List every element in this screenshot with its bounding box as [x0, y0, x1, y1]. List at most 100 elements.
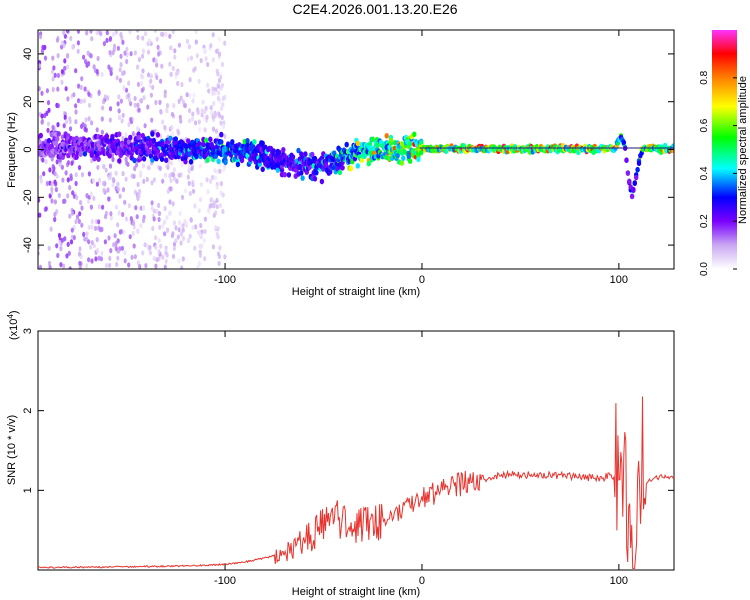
spectrogram-noise-cell	[180, 82, 184, 88]
spectrogram-noise-cell	[117, 108, 121, 114]
spectrogram-noise-cell	[193, 203, 197, 209]
spectrogram-noise-cell	[132, 243, 136, 249]
spectrogram-signal-cell	[384, 133, 389, 139]
spectrogram-noise-cell	[136, 64, 140, 70]
spectrogram-signal-cell	[250, 143, 256, 150]
spectrogram-signal-cell	[46, 137, 52, 144]
spectrogram-noise-cell	[140, 74, 144, 80]
spectrogram-noise-cell	[77, 251, 82, 257]
spectrogram-noise-cell	[50, 198, 54, 204]
spectrogram-noise-cell	[92, 178, 96, 184]
spectrogram-noise-cell	[192, 67, 196, 73]
spectrogram-noise-cell	[108, 49, 112, 56]
spectrogram-noise-cell	[143, 123, 147, 129]
spectrogram-noise-cell	[174, 225, 178, 231]
spectrogram-noise-cell	[95, 127, 99, 133]
spectrogram-noise-cell	[219, 105, 224, 111]
spectrogram-x-tick-label: 0	[419, 274, 425, 286]
spectrogram-noise-cell	[182, 235, 186, 242]
spectrogram-noise-cell	[38, 63, 42, 69]
spectrogram-signal-cell	[168, 135, 173, 142]
spectrogram-noise-cell	[46, 127, 50, 133]
spectrogram-signal-cell	[401, 155, 406, 161]
spectrogram-noise-cell	[160, 31, 164, 37]
spectrogram-y-axis-label: Frequency (Hz)	[6, 112, 18, 188]
spectrogram-noise-cell	[200, 108, 204, 114]
spectrogram-noise-cell	[193, 245, 197, 251]
spectrogram-noise-cell	[108, 36, 113, 42]
spectrogram-noise-cell	[86, 50, 90, 56]
spectrogram-noise-cell	[106, 95, 110, 101]
snr-y-tick-label: 1	[22, 487, 34, 493]
spectrogram-noise-cell	[82, 54, 86, 60]
spectrogram-noise-cell	[56, 53, 60, 59]
spectrogram-noise-cell	[38, 212, 42, 218]
spectrogram-noise-cell	[68, 116, 72, 122]
spectrogram-noise-cell	[191, 98, 195, 104]
spectrogram-noise-cell	[136, 181, 140, 188]
spectrogram-noise-cell	[190, 165, 194, 172]
spectrogram-signal-cell	[159, 156, 165, 162]
spectrogram-noise-cell	[53, 211, 57, 218]
spectrogram-noise-cell	[77, 83, 81, 89]
spectrogram-signal-cell	[412, 131, 417, 138]
spectrogram-noise-cell	[141, 68, 145, 74]
spectrogram-noise-cell	[175, 70, 179, 76]
spectrogram-noise-cell	[192, 92, 196, 98]
spectrogram-signal-cell	[624, 157, 629, 163]
spectrogram-noise-cell	[111, 176, 115, 182]
spectrogram-noise-cell	[155, 257, 159, 263]
spectrogram-noise-cell	[55, 37, 60, 43]
spectrogram-noise-cell	[213, 167, 217, 174]
spectrogram-noise-cell	[100, 116, 104, 122]
spectrogram-noise-cell	[46, 121, 51, 127]
spectrogram-noise-cell	[221, 192, 225, 198]
spectrogram-noise-cell	[80, 76, 84, 82]
spectrogram-noise-cell	[89, 204, 93, 210]
spectrogram-noise-cell	[179, 95, 183, 101]
spectrogram-noise-cell	[220, 115, 224, 121]
spectrogram-signal-cell	[344, 141, 349, 148]
spectrogram-noise-cell	[187, 118, 192, 124]
snr-x-tick-label: -100	[214, 575, 236, 587]
spectrogram-noise-cell	[181, 99, 185, 105]
spectrogram-noise-cell	[141, 35, 145, 41]
spectrogram-noise-cell	[102, 163, 106, 170]
spectrogram-noise-cell	[60, 40, 64, 46]
spectrogram-noise-cell	[136, 229, 140, 235]
spectrogram-noise-cell	[211, 244, 215, 250]
spectrogram-noise-cell	[101, 204, 105, 210]
spectrogram-noise-cell	[164, 246, 168, 253]
colorbar-ticks: 0.0 0.2 0.4 0.6 0.8	[699, 70, 737, 276]
spectrogram-noise-cell	[197, 78, 201, 84]
spectrogram-noise-cell	[211, 114, 215, 120]
spectrogram-noise-cell	[165, 103, 170, 109]
spectrogram-noise-cell	[97, 90, 101, 96]
spectrogram-signal-cell	[275, 167, 280, 173]
spectrogram-noise-cell	[95, 68, 99, 75]
spectrogram-noise-cell	[43, 55, 48, 61]
spectrogram-noise-cell	[112, 47, 116, 53]
spectrogram-noise-cell	[180, 194, 185, 200]
spectrogram-noise-cell	[163, 93, 167, 99]
spectrogram-noise-cell	[89, 191, 93, 197]
spectrogram-noise-cell	[183, 188, 188, 194]
spectrogram-noise-cell	[161, 119, 165, 125]
spectrogram-noise-cell	[163, 264, 167, 269]
spectrogram-signal-cell	[151, 137, 156, 144]
spectrogram-noise-cell	[63, 58, 67, 64]
spectrogram-noise-cell	[114, 245, 118, 252]
spectrogram-noise-cell	[76, 40, 80, 46]
spectrogram-noise-cell	[218, 203, 222, 209]
spectrogram-noise-cell	[72, 92, 76, 98]
spectrogram-noise-cell	[145, 176, 149, 183]
spectrogram-noise-cell	[187, 180, 191, 186]
spectrogram-noise-cell	[155, 62, 159, 68]
spectrogram-signal-cell	[82, 151, 88, 157]
spectrogram-noise-cell	[156, 44, 160, 50]
spectrogram-noise-cell	[124, 132, 128, 138]
spectrogram-noise-cell	[69, 239, 74, 245]
spectrogram-noise-cell	[89, 30, 93, 34]
spectrogram-signal-cell	[204, 137, 209, 144]
spectrogram-noise-cell	[90, 219, 94, 225]
